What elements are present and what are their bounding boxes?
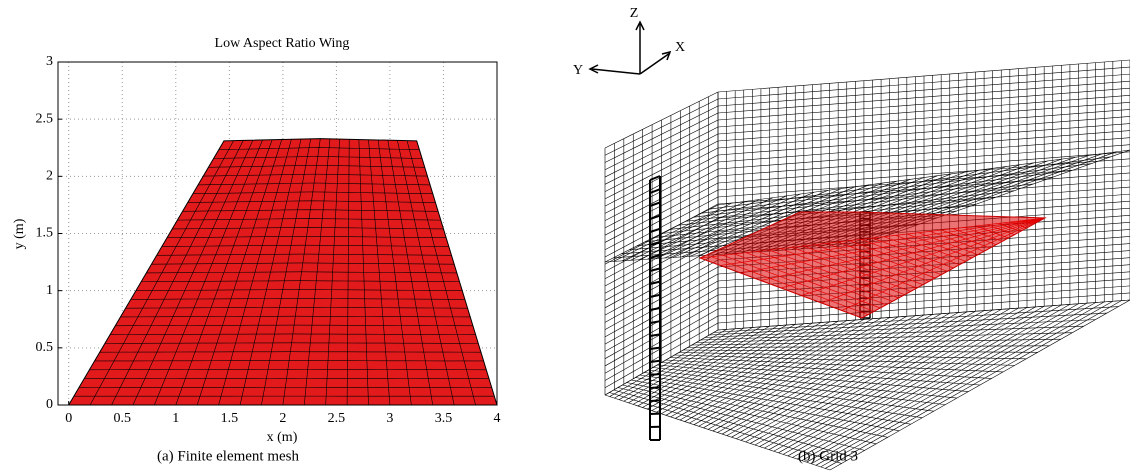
x-tick-label: 0.5 [113,411,131,426]
grid-line-3d [650,321,660,323]
x-tick-label: 3 [386,411,393,426]
x-tick-label: 0 [65,411,72,426]
grid-3d-view [605,60,1130,470]
axis-triad [590,22,670,74]
grid-line-3d [692,339,1061,345]
x-tick-label: 1.5 [221,411,239,426]
grid-line-3d [650,189,660,193]
wing-3d [700,212,1045,318]
x-tick-label: 4 [494,411,501,426]
x-axis-label: x (m) [267,430,298,445]
caption: (b) Grid 3 [798,448,858,464]
grid-line-3d [631,380,899,431]
chart-title: Low Aspect Ratio Wing [215,36,350,51]
page: {"chart_data": {"type": "mesh", "title":… [0,0,1130,474]
x-tick-label: 2 [279,411,286,426]
grid-line-3d [650,295,660,297]
axis-label: Y [573,63,583,78]
grid-line-3d [705,320,1095,338]
grid-line-3d [650,176,660,180]
grid-line-3d [605,395,830,470]
x-arrow [640,53,670,74]
grid-line-3d [679,353,1026,359]
grid-line-3d [650,374,660,375]
caption: (a) Finite element mesh [157,448,300,464]
grid-line-3d [650,202,660,206]
grid-line-3d [650,229,660,232]
grid-line-3d [653,368,957,399]
axis-label: X [675,40,685,55]
y-tick-label: 1.5 [36,226,54,241]
x-tick-label: 2.5 [328,411,346,426]
grid-line-3d [640,375,923,418]
grid-line-3d [650,400,660,401]
grid-line-3d [650,387,660,388]
y-tick-label: 2 [46,169,53,184]
y-tick-label: 2.5 [36,111,54,126]
figure: Low Aspect Ratio Wing x (m) y (m) (a) Fi… [0,0,1130,474]
grid-line-3d [657,365,968,392]
y-tick-label: 0.5 [36,340,54,355]
y-axis-label: y (m) [12,218,27,249]
y-tick-label: 3 [46,54,53,69]
grid-line-3d [650,308,660,310]
grid-line-3d [696,333,1072,343]
y-tick-label: 0 [46,397,53,412]
y-tick-label: 1 [46,283,53,298]
grid-line-3d [650,268,660,271]
x-tick-label: 3.5 [435,411,453,426]
x-tick-label: 1 [172,411,179,426]
y-arrow [592,69,640,74]
grid-line-3d [683,350,1037,352]
axis-label: Z [630,6,639,21]
grid-line-3d [650,361,660,362]
grid-line-3d [650,282,660,284]
grid-line-3d [650,348,660,349]
plot: 0 0.5 1 1.5 2 2.5 3 3.5 4 0 0.5 1 1.5 2 2.5 3 [36,54,501,426]
